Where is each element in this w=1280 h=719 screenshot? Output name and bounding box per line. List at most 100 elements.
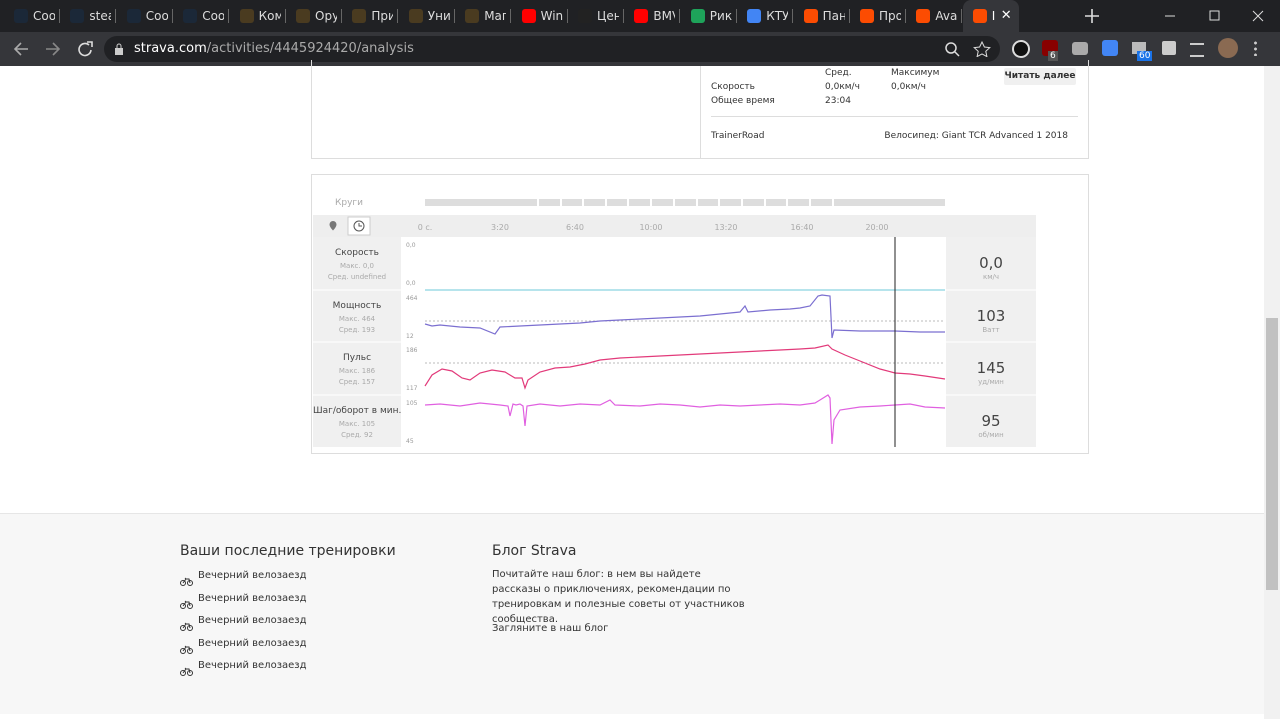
url-path: /activities/4445924420/analysis xyxy=(206,41,414,56)
tab-icon xyxy=(916,9,931,23)
tab-separator xyxy=(171,9,173,23)
tab-icon xyxy=(296,9,310,23)
tab-separator xyxy=(453,9,455,23)
tab-separator xyxy=(623,9,624,23)
tab-separator xyxy=(735,9,737,23)
ext-badge: 6 xyxy=(1048,51,1058,61)
tab-icon xyxy=(239,9,254,23)
tab-icon xyxy=(803,9,818,23)
tab-icon xyxy=(408,9,423,23)
ext-icon[interactable] xyxy=(1072,42,1088,55)
tab[interactable]: Aval xyxy=(906,0,963,32)
blog-link[interactable]: Загляните в наш блог xyxy=(492,623,609,634)
tab[interactable]: При xyxy=(342,0,399,32)
stream-name: Шаг/оборот в мин. xyxy=(313,406,402,416)
tab[interactable]: Рик xyxy=(681,0,737,32)
ext-icon[interactable] xyxy=(1012,40,1030,58)
heart-line xyxy=(424,344,946,390)
tab[interactable]: КТУ xyxy=(737,0,794,32)
new-tab[interactable] xyxy=(1084,4,1100,33)
tab[interactable]: Ком xyxy=(230,0,286,32)
tab-icon xyxy=(352,9,367,23)
tab-icon xyxy=(690,9,705,23)
recent-activity[interactable]: Вечерний велозаезд xyxy=(198,660,307,671)
col-header: Сред. xyxy=(825,68,852,78)
bike-glyph xyxy=(180,622,193,631)
tab[interactable]: Coo xyxy=(117,0,173,32)
time-tick: 16:40 xyxy=(790,223,814,232)
recent-activity[interactable]: Вечерний велозаезд xyxy=(198,592,307,604)
recent-activity[interactable]: Вечерний велозаезд xyxy=(198,637,307,649)
recent-activity[interactable]: Вечерний велозаезд xyxy=(198,570,307,581)
tabs: Coo stea Coo Coo Ком Ору При Уни Маг Win Цен BMV Рик… xyxy=(0,0,1080,32)
tab[interactable]: Ору xyxy=(286,0,342,32)
stream-value: 103 xyxy=(976,307,1006,325)
tab[interactable]: Уни xyxy=(399,0,455,32)
omnibox[interactable]: strava.com/activities/4445924420/analysi… xyxy=(104,36,1000,62)
tab-icon xyxy=(183,9,198,23)
ext-icon[interactable] xyxy=(1102,40,1118,56)
stream-name: Мощность xyxy=(332,301,382,311)
stream-avg: Сред. undefined xyxy=(327,273,387,281)
row-avg: 0,0км/ч xyxy=(825,82,860,92)
tab[interactable]: stea xyxy=(60,0,117,32)
stream-value: 0,0 xyxy=(979,254,1003,272)
tab-separator xyxy=(115,9,117,23)
tab[interactable]: Маг xyxy=(455,0,512,32)
tab-title: Coo xyxy=(145,9,168,23)
axis-bottom: 117 xyxy=(406,385,418,392)
map-toggle[interactable] xyxy=(329,221,337,231)
extensions-icon[interactable] xyxy=(1162,41,1176,55)
power-line xyxy=(424,294,945,339)
profile-avatar[interactable] xyxy=(1218,38,1238,58)
bike: Велосипед: Giant TCR Advanced 1 2018 xyxy=(884,131,1068,141)
tab[interactable]: I ✕ xyxy=(962,0,1019,32)
tab-icon xyxy=(860,9,874,23)
tab[interactable]: Пан xyxy=(794,0,850,32)
tab-title: Рик xyxy=(709,9,732,23)
divider xyxy=(700,66,701,158)
stream-avg: Сред. 193 xyxy=(338,326,376,334)
tab-icon xyxy=(14,9,28,23)
analysis-panel xyxy=(311,174,1089,454)
axis-top: 464 xyxy=(406,295,418,302)
bike-glyph xyxy=(180,600,193,609)
tab-icon xyxy=(70,9,85,23)
menu[interactable] xyxy=(1254,40,1257,56)
blog-text: Почитайте наш блог: в нем вы найдете рас… xyxy=(492,569,745,625)
laps-bar xyxy=(425,199,945,206)
tab[interactable]: Цен xyxy=(568,0,624,32)
bike-icon xyxy=(180,661,193,676)
tab[interactable]: Coo xyxy=(4,0,60,32)
recent-activity[interactable]: Вечерний велозаезд xyxy=(198,615,307,626)
nav-buttons[interactable] xyxy=(10,38,100,60)
tab-separator xyxy=(341,9,342,23)
row-max: 0,0км/ч xyxy=(891,82,926,92)
stream-value: 95 xyxy=(981,412,1001,430)
tab-icon xyxy=(126,9,141,23)
reading-list[interactable] xyxy=(1190,43,1204,57)
tab-title: КТУ xyxy=(766,9,789,23)
device: TrainerRoad xyxy=(711,131,765,141)
time-tick: 6:40 xyxy=(566,223,584,232)
tab[interactable]: Про xyxy=(850,0,906,32)
scroll-thumb[interactable] xyxy=(1266,318,1278,590)
tab-title: I xyxy=(991,9,996,23)
tab-title: Aval xyxy=(935,9,958,23)
window-controls xyxy=(1165,10,1264,22)
tab-separator xyxy=(905,9,906,23)
tab[interactable]: Win xyxy=(512,0,568,32)
clock-hands xyxy=(358,223,362,227)
tab[interactable]: BMV xyxy=(624,0,681,32)
tab-separator xyxy=(59,9,60,23)
bike-icon xyxy=(180,639,193,654)
tab-title: Уни xyxy=(427,9,450,23)
tab[interactable]: Coo xyxy=(173,0,230,32)
read-more-button[interactable]: Читать далее xyxy=(1004,68,1076,85)
stream-avg: Сред. 157 xyxy=(338,378,376,386)
footer xyxy=(0,513,1264,714)
tab-close[interactable]: ✕ xyxy=(1000,8,1012,23)
lap-gaps xyxy=(537,199,834,206)
tab-icon xyxy=(634,9,649,23)
